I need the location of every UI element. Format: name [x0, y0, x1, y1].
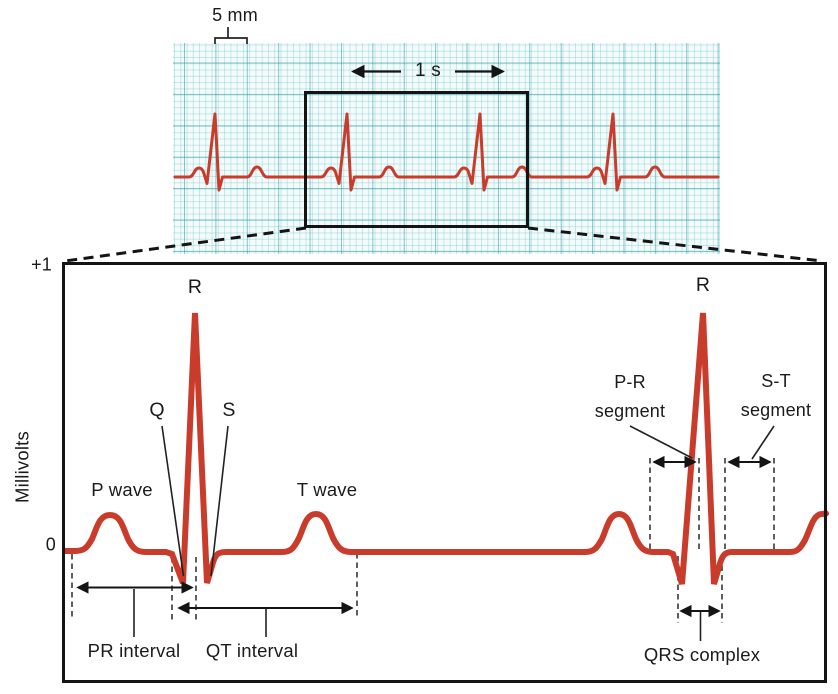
- five-mm-label: 5 mm: [212, 5, 258, 25]
- s-wave-label: S: [222, 399, 236, 421]
- measurement-arrows: [76, 455, 772, 618]
- magnified-panel-border: [62, 262, 827, 683]
- y-axis-plus-one-label: +1: [31, 254, 52, 275]
- magnified-ecg-waveform: [62, 312, 829, 585]
- pr-segment-label: P-R segment: [595, 368, 665, 425]
- q-wave-label: Q: [149, 399, 165, 421]
- y-axis-title: Millivolts: [11, 431, 33, 503]
- magnifier-funnel-dashed-lines: [64, 226, 823, 263]
- r-wave-label-1: R: [187, 276, 203, 298]
- r-wave-label-2: R: [695, 274, 711, 296]
- one-second-label: 1 s: [415, 60, 441, 81]
- st-segment-label: S-T segment: [741, 367, 811, 424]
- st-segment-line1: S-T: [761, 371, 791, 391]
- pr-interval-label: PR interval: [87, 640, 181, 661]
- label-leader-lines: [133, 425, 775, 641]
- pr-segment-line1: P-R: [614, 372, 646, 392]
- ecg-graph-paper-strip: [173, 43, 720, 254]
- pr-segment-line2: segment: [594, 400, 666, 421]
- st-segment-line2: segment: [740, 399, 812, 420]
- qt-interval-label: QT interval: [205, 640, 299, 661]
- strip-ecg-trace: [173, 112, 720, 192]
- qrs-complex-label: QRS complex: [643, 644, 761, 665]
- one-second-highlight-box: [304, 91, 529, 228]
- y-axis-zero-label: 0: [45, 534, 56, 555]
- boundary-dashed-lines: [71, 458, 775, 623]
- t-wave-label: T wave: [296, 479, 358, 500]
- five-mm-bracket: [214, 27, 248, 44]
- p-wave-label: P wave: [91, 479, 153, 500]
